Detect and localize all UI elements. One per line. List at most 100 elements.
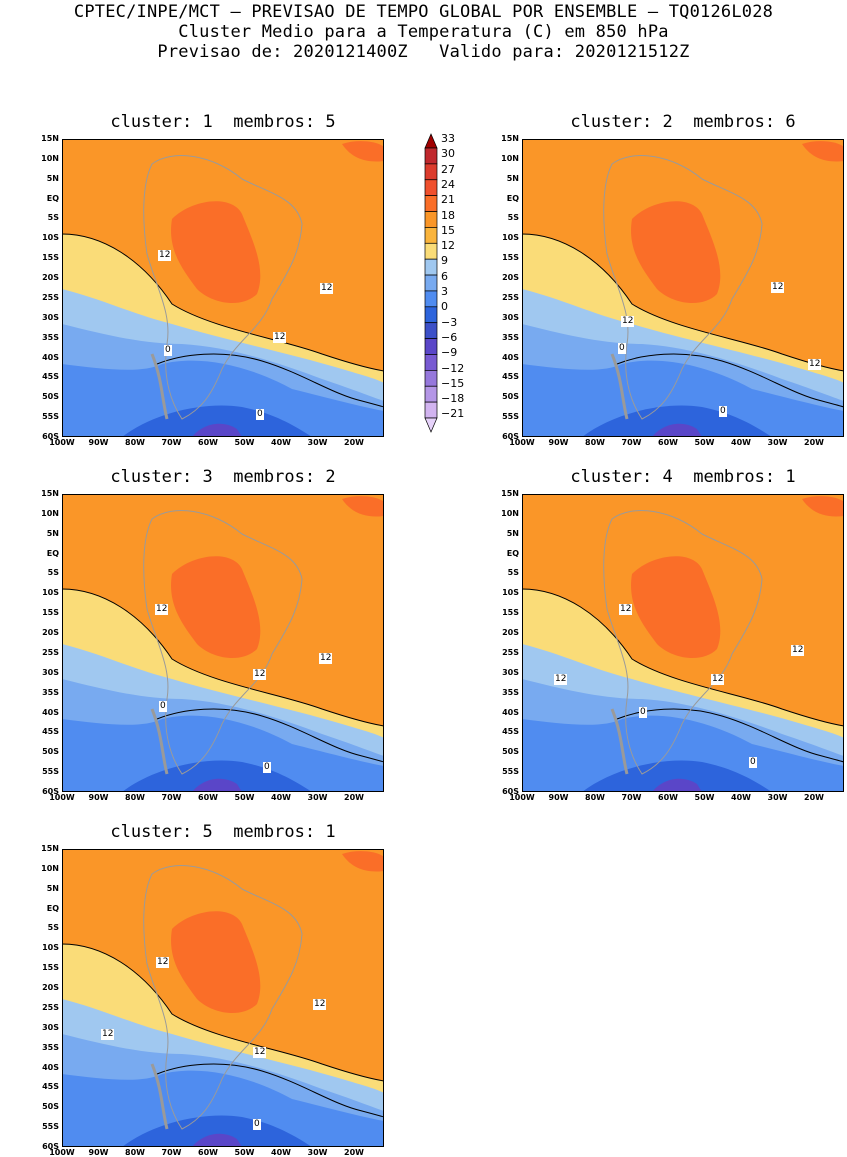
lon-tick-label: 70W	[621, 793, 642, 802]
lon-tick-label: 40W	[731, 793, 751, 802]
lat-tick-label: 10S	[42, 943, 59, 953]
colorbar-label: 12	[441, 239, 455, 253]
temperature-map-4	[522, 494, 844, 792]
subtitle: Cluster Medio para a Temperatura (C) em …	[178, 22, 669, 42]
lat-tick-label: 25S	[502, 647, 519, 657]
lon-tick-label: 70W	[161, 1148, 182, 1157]
lon-tick-label: 80W	[125, 793, 145, 802]
lat-tick-label: 15S	[42, 253, 59, 263]
map-panel-3	[62, 494, 384, 792]
lat-tick-label: 10N	[501, 153, 519, 163]
lat-tick-label: 60S	[42, 432, 59, 441]
lat-tick-label: 50S	[42, 1102, 59, 1112]
lon-tick-label: 20W	[804, 438, 824, 447]
lat-tick-label: 55S	[42, 1122, 59, 1132]
lon-tick-label: 100W	[509, 438, 535, 447]
panel-title-5: cluster: 5 membros: 1	[110, 822, 336, 842]
lon-tick-label: 80W	[125, 438, 145, 447]
lon-tick-label: 60W	[658, 793, 678, 802]
contour-label: 12	[253, 1047, 267, 1058]
lat-tick-label: 5N	[46, 173, 59, 183]
contour-label: 0	[639, 707, 647, 718]
lat-tick-label: 5S	[47, 568, 59, 578]
temperature-map-5	[62, 849, 384, 1147]
lat-tick-label: 20S	[42, 628, 59, 638]
lat-tick-label: 55S	[42, 767, 59, 777]
panel-title-3: cluster: 3 membros: 2	[110, 467, 336, 487]
lat-tick-label: 15S	[42, 963, 59, 973]
lat-tick-label: 25S	[42, 647, 59, 657]
lon-tick-label: 40W	[731, 438, 751, 447]
lat-tick-label: 40S	[502, 707, 519, 717]
lat-tick-label: 20S	[502, 273, 519, 283]
panel-title-1: cluster: 1 membros: 5	[110, 112, 336, 132]
lon-tick-label: 30W	[767, 438, 788, 447]
lat-tick-label: 35S	[42, 332, 59, 342]
lat-tick-label: 20S	[42, 983, 59, 993]
lat-tick-label: 10S	[502, 233, 519, 243]
lat-tick-label: 55S	[42, 412, 59, 422]
lat-tick-label: EQ	[506, 193, 519, 203]
colorbar-label: 0	[441, 300, 448, 314]
lat-tick-label: 15N	[41, 844, 59, 853]
contour-label: 0	[749, 757, 757, 768]
lat-tick-label: 30S	[502, 667, 519, 677]
lat-tick-label: 45S	[502, 372, 519, 382]
contour-label: 12	[554, 674, 568, 685]
lat-tick-label: 55S	[502, 412, 519, 422]
colorbar: 33 30 27 24 21 18 15 12 9 6 3 0 −3 −6 −9 −12 −15 −18 −21	[424, 132, 484, 443]
main-title: CPTEC/INPE/MCT — PREVISAO DE TEMPO GLOBA…	[73, 2, 774, 22]
contour-label: 12	[313, 999, 327, 1010]
lat-tick-label: 60S	[502, 787, 519, 796]
lat-tick-label: 15S	[42, 608, 59, 618]
lat-tick-label: 50S	[42, 392, 59, 402]
colorbar-label: 30	[441, 147, 455, 161]
lon-tick-label: 20W	[804, 793, 824, 802]
lat-tick-label: 10N	[41, 508, 59, 518]
contour-label: 0	[618, 343, 626, 354]
lon-tick-label: 80W	[585, 793, 605, 802]
lat-tick-label: 60S	[42, 1142, 59, 1151]
lat-tick-label: 35S	[502, 332, 519, 342]
lat-tick-label: 5N	[46, 528, 59, 538]
temperature-map-2	[522, 139, 844, 437]
lat-tick-label: 10N	[501, 508, 519, 518]
lat-tick-label: 60S	[42, 787, 59, 796]
lat-tick-label: 50S	[42, 747, 59, 757]
lat-tick-label: 50S	[502, 392, 519, 402]
lat-tick-label: 55S	[502, 767, 519, 777]
lat-tick-label: 5S	[47, 213, 59, 223]
contour-label: 12	[808, 359, 822, 370]
lon-tick-label: 50W	[694, 438, 715, 447]
lon-tick-label: 100W	[509, 793, 535, 802]
lon-tick-label: 80W	[125, 1148, 145, 1157]
colorbar-label: 24	[441, 177, 455, 191]
colorbar-label: −6	[441, 330, 458, 344]
lat-tick-label: 45S	[42, 372, 59, 382]
lon-tick-label: 90W	[88, 1148, 109, 1157]
lon-tick-label: 20W	[344, 438, 364, 447]
lat-tick-label: 25S	[502, 292, 519, 302]
lon-tick-label: 70W	[161, 438, 182, 447]
panel-title-2: cluster: 2 membros: 6	[570, 112, 796, 132]
lat-tick-label: 15N	[501, 134, 519, 143]
map-panel-1	[62, 139, 384, 437]
colorbar-label: 33	[441, 132, 455, 145]
contour-label: 12	[101, 1029, 115, 1040]
colorbar-label: 6	[441, 269, 448, 283]
lat-tick-label: 25S	[42, 1002, 59, 1012]
lon-tick-label: 90W	[88, 438, 109, 447]
lat-tick-label: 15N	[41, 489, 59, 498]
colorbar-label: 15	[441, 223, 455, 237]
contour-label: 0	[164, 345, 172, 356]
lat-tick-label: 30S	[502, 312, 519, 322]
lat-tick-label: 20S	[42, 273, 59, 283]
contour-label: 12	[156, 957, 170, 968]
map-panel-2	[522, 139, 844, 437]
forecast-dates: Previsao de: 2020121400Z Valido para: 20…	[157, 42, 690, 62]
lon-tick-label: 20W	[344, 793, 364, 802]
contour-label: 0	[159, 701, 167, 712]
lat-tick-label: 10S	[42, 588, 59, 598]
lon-tick-label: 50W	[234, 793, 255, 802]
contour-label: 12	[158, 250, 172, 261]
